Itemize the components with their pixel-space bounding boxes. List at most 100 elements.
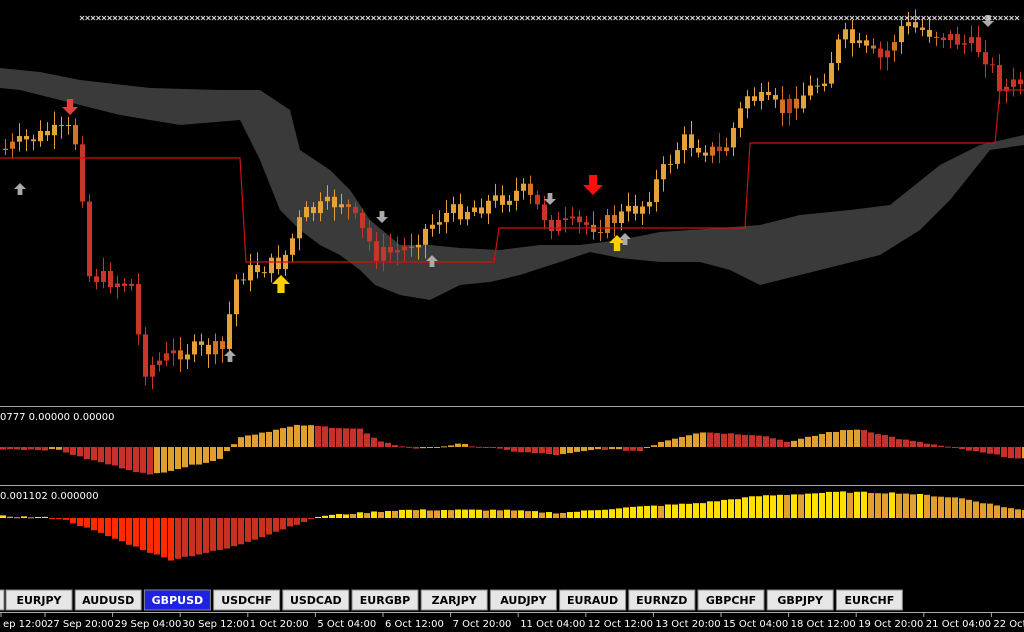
symbol-tab[interactable]: USDCAD — [282, 589, 350, 611]
tab-button[interactable] — [489, 589, 557, 611]
marker-x — [992, 15, 998, 21]
symbol-tab[interactable]: AUDJPY — [489, 589, 557, 611]
histogram-bar — [749, 496, 755, 518]
symbol-tab[interactable]: AUDUSD — [74, 589, 142, 611]
histogram-bar — [420, 509, 426, 518]
marker-x — [767, 15, 772, 21]
candle-body — [10, 141, 15, 149]
histogram-bar — [868, 493, 874, 518]
tab-button[interactable] — [559, 589, 627, 611]
candle-body — [199, 341, 204, 345]
candle-body — [311, 206, 316, 214]
candle-body — [500, 195, 505, 205]
tab-label[interactable]: EURGBP — [360, 594, 410, 607]
tab-button[interactable] — [5, 589, 73, 611]
histogram-bar — [728, 433, 734, 447]
tab-label[interactable]: USDCHF — [221, 594, 272, 607]
histogram-bar — [602, 447, 608, 450]
histogram-bar — [147, 447, 153, 475]
tab-button[interactable] — [766, 589, 834, 611]
tab-button[interactable] — [420, 589, 488, 611]
marker-x — [921, 15, 926, 21]
tab-label[interactable]: GBPCHF — [706, 594, 756, 607]
histogram-bar — [938, 445, 944, 447]
tab-label[interactable]: EURAUD — [567, 594, 618, 607]
histogram-bar — [595, 447, 601, 450]
histogram-bar — [140, 447, 146, 473]
symbol-tab[interactable]: GBPCHF — [697, 589, 765, 611]
marker-x — [563, 15, 569, 21]
tab-label[interactable]: AUDJPY — [500, 594, 547, 607]
histogram-bar — [644, 505, 650, 518]
tab-button[interactable] — [628, 589, 696, 611]
histogram-bar — [287, 426, 293, 447]
symbol-tab[interactable]: GBPUSD — [143, 589, 211, 611]
marker-x — [415, 15, 420, 21]
histogram-bar — [378, 441, 384, 447]
tab-label[interactable]: ZARJPY — [432, 594, 478, 607]
tab-label[interactable]: EURNZD — [636, 594, 687, 607]
candle-body — [563, 218, 568, 221]
candle-body — [192, 341, 197, 355]
tab-button[interactable] — [351, 589, 419, 611]
candle-body — [668, 163, 673, 165]
marker-x — [354, 15, 360, 21]
symbol-tab[interactable]: ZARJPY — [420, 589, 488, 611]
histogram-bar — [224, 447, 230, 452]
symbol-tab[interactable]: GBPJPY — [766, 589, 834, 611]
tab-label[interactable]: EURCHF — [845, 594, 895, 607]
tab-button[interactable] — [282, 589, 350, 611]
histogram-bar — [301, 518, 307, 523]
candle-body — [164, 353, 169, 361]
candle-body — [976, 37, 981, 53]
time-label: 18 Oct 12:00 — [791, 619, 856, 630]
candle-body — [878, 48, 883, 58]
arrow-up — [224, 350, 237, 362]
marker-x — [585, 15, 591, 21]
tab-label[interactable]: AUDUSD — [82, 594, 134, 607]
histogram-bar — [322, 515, 328, 518]
candle-body — [185, 354, 190, 360]
candle-body — [38, 130, 43, 142]
marker-x — [85, 15, 90, 21]
candle-body — [745, 96, 750, 109]
marker-x — [393, 15, 398, 21]
candle-body — [521, 183, 526, 191]
histogram-bar — [266, 518, 272, 535]
marker-x — [332, 15, 338, 21]
histogram-bar — [126, 447, 132, 471]
histogram-bar — [182, 447, 188, 468]
histogram-bar — [98, 518, 104, 533]
tab-label[interactable]: GBPJPY — [777, 594, 824, 607]
symbol-tab[interactable]: EURNZD — [628, 589, 696, 611]
candle-body — [24, 136, 29, 140]
symbol-tab[interactable]: EURJPY — [5, 589, 73, 611]
tab-button[interactable] — [143, 589, 211, 611]
histogram-bar — [441, 446, 447, 448]
marker-x — [492, 15, 497, 21]
tab-label[interactable]: USDCAD — [290, 594, 342, 607]
symbol-tab[interactable]: EURGBP — [351, 589, 419, 611]
tab-label[interactable]: GBPUSD — [152, 594, 203, 607]
histogram-bar — [336, 514, 342, 518]
histogram-bar — [910, 440, 916, 447]
histogram-bar — [70, 447, 76, 455]
tab-button[interactable] — [835, 589, 903, 611]
candle-body — [493, 195, 498, 201]
tab-button[interactable] — [697, 589, 765, 611]
histogram-bar — [805, 436, 811, 447]
tab-button[interactable] — [213, 589, 281, 611]
histogram-bar — [952, 447, 958, 448]
marker-x — [431, 15, 437, 21]
histogram-bar — [980, 447, 986, 453]
histogram-bar — [21, 447, 27, 451]
tab-label[interactable]: EURJPY — [16, 594, 62, 607]
symbol-tab[interactable]: EURCHF — [835, 589, 903, 611]
histogram-bar — [119, 518, 125, 542]
histogram-bar — [98, 447, 104, 463]
candle-body — [297, 217, 302, 239]
marker-x — [503, 15, 508, 21]
symbol-tab[interactable]: EURAUD — [559, 589, 627, 611]
symbol-tab[interactable]: USDCHF — [213, 589, 281, 611]
tab-button[interactable] — [74, 589, 142, 611]
